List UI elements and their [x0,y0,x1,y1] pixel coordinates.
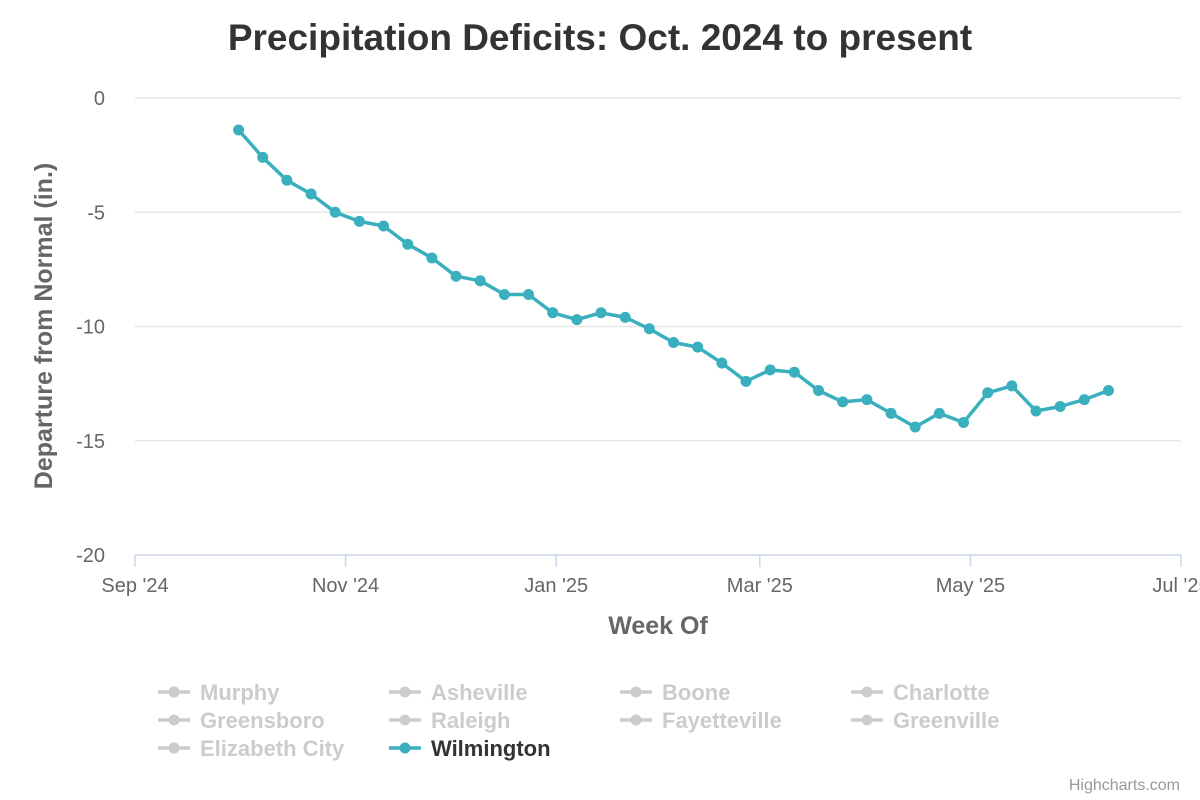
legend-item-fayetteville[interactable]: Fayetteville [620,708,782,733]
legend-label: Greenville [893,708,999,733]
y-axis-title: Departure from Normal (in.) [30,163,58,489]
data-point[interactable] [1030,405,1042,417]
legend-label: Boone [662,680,730,705]
x-tick-label: May '25 [936,575,1005,597]
y-tick-label: -15 [76,431,105,453]
series-line-wilmington[interactable] [236,128,1111,429]
legend-label: Charlotte [893,680,990,705]
data-point[interactable] [643,323,655,335]
legend-marker-symbol [399,686,411,698]
legend-marker-symbol [630,714,642,726]
data-point[interactable] [668,336,680,348]
legend-item-greenville[interactable]: Greenville [851,708,999,733]
data-point[interactable] [788,366,800,378]
chart-title: Precipitation Deficits: Oct. 2024 to pre… [228,17,972,58]
legend-marker-symbol [399,714,411,726]
legend-item-elizabeth-city[interactable]: Elizabeth City [158,736,345,761]
legend-marker-symbol [399,742,411,754]
data-point[interactable] [619,311,631,323]
legend-label: Raleigh [431,708,510,733]
x-tick-label: Mar '25 [727,575,793,597]
y-gridlines [135,97,1181,442]
legend-label: Fayetteville [662,708,782,733]
data-point[interactable] [426,252,438,264]
data-point[interactable] [1103,384,1115,396]
data-point[interactable] [740,375,752,387]
data-point[interactable] [571,314,583,326]
legend-marker-symbol [168,686,180,698]
legend: Murphy Asheville Boone Charlotte Greensboro R… [158,680,999,761]
data-point[interactable] [402,238,414,250]
data-point[interactable] [885,407,897,419]
x-axis: Sep '24 Nov '24 Jan '25 Mar '25 May '25 Jul '… [101,554,1200,597]
y-tick-label: 0 [94,88,105,110]
data-point[interactable] [595,307,607,319]
legend-item-asheville[interactable]: Asheville [389,680,528,705]
x-axis-title: Week Of [608,612,708,640]
legend-label: Murphy [200,680,280,705]
data-point[interactable] [547,307,559,319]
data-point[interactable] [1006,380,1018,392]
y-tick-label: -10 [76,317,105,339]
data-point[interactable] [474,275,486,287]
data-point[interactable] [958,416,970,428]
data-point[interactable] [813,384,825,396]
data-point[interactable] [982,387,994,399]
data-point[interactable] [861,394,873,406]
data-point[interactable] [329,206,341,218]
x-tick-label: Sep '24 [101,575,168,597]
x-tick-label: Nov '24 [312,575,379,597]
data-point[interactable] [909,421,921,433]
series-layer [233,124,1115,433]
data-point[interactable] [233,124,245,136]
data-point[interactable] [523,289,535,301]
legend-label: Wilmington [431,736,551,761]
data-point[interactable] [450,270,462,282]
legend-label: Elizabeth City [200,736,345,761]
data-point[interactable] [716,357,728,369]
y-tick-label: -20 [76,545,105,567]
legend-label: Greensboro [200,708,325,733]
data-point[interactable] [498,289,510,301]
legend-marker-symbol [861,714,873,726]
y-tick-label: -5 [87,202,105,224]
legend-item-charlotte[interactable]: Charlotte [851,680,990,705]
legend-item-raleigh[interactable]: Raleigh [389,708,510,733]
legend-item-wilmington[interactable]: Wilmington [389,736,551,761]
legend-item-greensboro[interactable]: Greensboro [158,708,325,733]
data-point[interactable] [353,215,365,227]
legend-item-murphy[interactable]: Murphy [158,680,280,705]
legend-marker-symbol [630,686,642,698]
x-tick-label: Jul '25 [1152,575,1200,597]
legend-marker-symbol [168,714,180,726]
data-point[interactable] [281,174,293,186]
data-point[interactable] [305,188,317,200]
data-point[interactable] [837,396,849,408]
x-tick-label: Jan '25 [524,575,588,597]
data-point[interactable] [692,341,704,353]
legend-item-boone[interactable]: Boone [620,680,730,705]
legend-marker-symbol [861,686,873,698]
data-point[interactable] [378,220,390,232]
legend-marker-symbol [168,742,180,754]
data-point[interactable] [764,364,776,376]
data-point[interactable] [1078,394,1090,406]
data-point[interactable] [1054,400,1066,412]
credits-link[interactable]: Highcharts.com [1069,777,1180,794]
legend-label: Asheville [431,680,528,705]
data-point[interactable] [933,407,945,419]
data-point[interactable] [257,151,269,163]
y-axis-tick-labels: 0 -5 -10 -15 -20 [76,88,105,567]
